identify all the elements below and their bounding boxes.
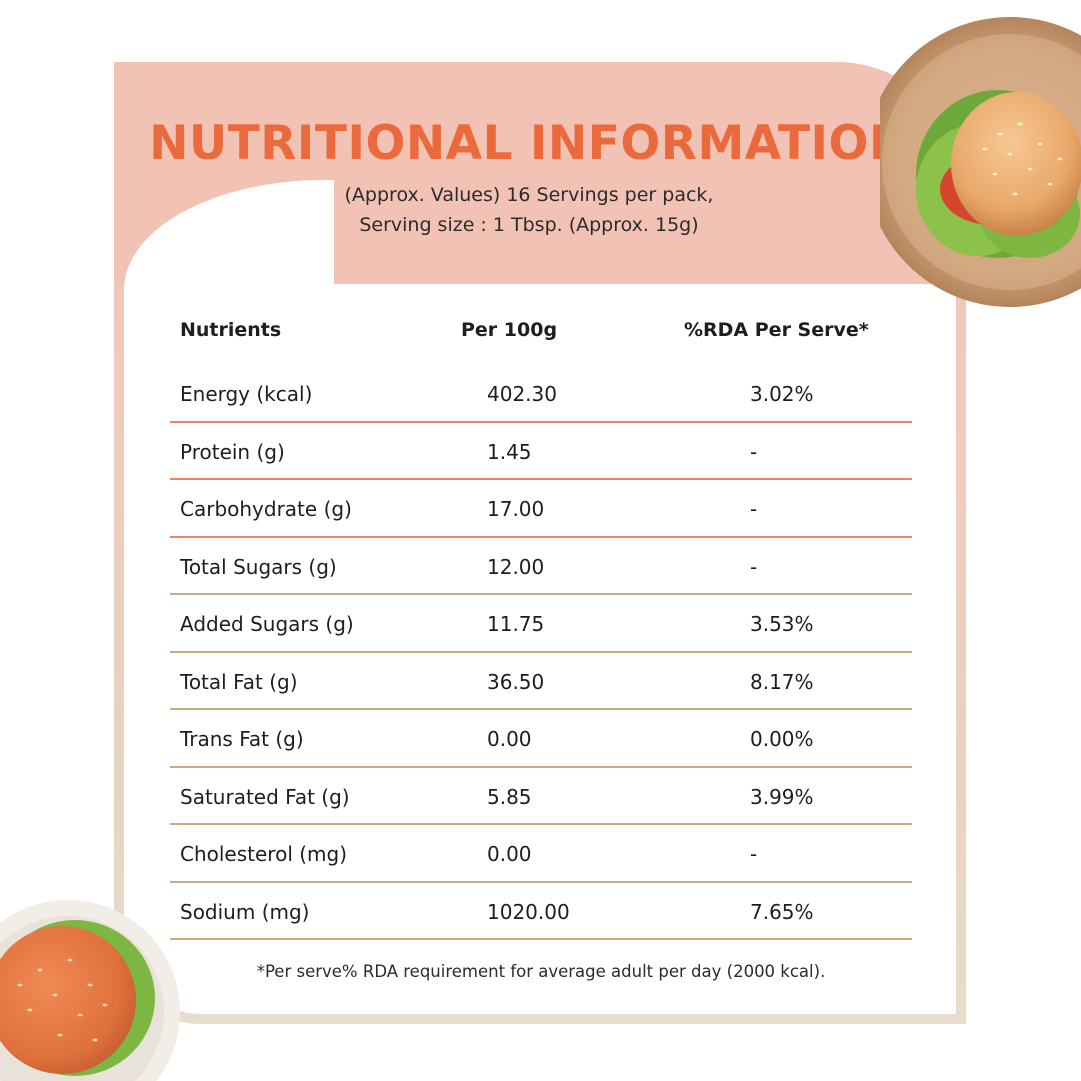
per-100g-value: 5.85	[487, 784, 532, 809]
table-row: Saturated Fat (g) 5.85 3.99%	[170, 768, 912, 825]
rda-value: -	[750, 497, 758, 521]
table-row: Protein (g) 1.45 -	[170, 423, 912, 480]
per-100g-value: 1020.00	[487, 899, 570, 924]
burger-on-wooden-plate-icon	[880, 17, 1081, 307]
table-row: Total Fat (g) 36.50 8.17%	[170, 653, 912, 710]
rda-value: 3.53%	[750, 612, 814, 636]
per-100g-value: 17.00	[487, 497, 545, 521]
nutrient-name: Carbohydrate (g)	[180, 497, 352, 521]
rda-value: -	[750, 554, 758, 579]
nutrient-name: Energy (kcal)	[180, 382, 313, 406]
rda-footnote: *Per serve% RDA requirement for average …	[256, 962, 826, 981]
column-header-nutrients: Nutrients	[180, 319, 282, 341]
nutrient-name: Total Sugars (g)	[180, 554, 337, 579]
per-100g-value: 0.00	[487, 842, 532, 866]
nutrient-name: Trans Fat (g)	[180, 727, 304, 751]
per-100g-value: 36.50	[487, 669, 545, 694]
table-row: Cholesterol (mg) 0.00 -	[170, 825, 912, 883]
rda-value: 3.02%	[750, 382, 814, 406]
nutrient-name: Sodium (mg)	[180, 899, 310, 924]
nutrient-name: Added Sugars (g)	[180, 612, 354, 636]
page-title: NUTRITIONAL INFORMATION	[149, 116, 909, 171]
nutrition-table: Nutrients Per 100g %RDA Per Serve* Energ…	[170, 305, 912, 940]
per-100g-value: 0.00	[487, 727, 532, 751]
table-row: Sodium (mg) 1020.00 7.65%	[170, 883, 912, 940]
rda-value: 0.00%	[750, 727, 814, 751]
column-header-per-100g: Per 100g	[461, 319, 558, 341]
rda-value: -	[750, 439, 758, 464]
per-100g-value: 1.45	[487, 439, 532, 464]
table-row: Total Sugars (g) 12.00 -	[170, 538, 912, 595]
nutrient-name: Saturated Fat (g)	[180, 784, 350, 809]
rda-value: -	[750, 842, 758, 866]
per-100g-value: 11.75	[487, 612, 545, 636]
table-header: Nutrients Per 100g %RDA Per Serve*	[170, 305, 912, 365]
burger-on-white-plate-icon	[0, 900, 180, 1081]
rda-value: 7.65%	[750, 899, 814, 924]
rda-value: 3.99%	[750, 784, 814, 809]
per-100g-value: 402.30	[487, 382, 557, 406]
table-row: Energy (kcal) 402.30 3.02%	[170, 365, 912, 423]
per-100g-value: 12.00	[487, 554, 545, 579]
table-row: Added Sugars (g) 11.75 3.53%	[170, 595, 912, 653]
rda-value: 8.17%	[750, 669, 814, 694]
serving-info: (Approx. Values) 16 Servings per pack, S…	[114, 180, 944, 240]
nutrient-name: Protein (g)	[180, 439, 285, 464]
serving-info-line-2: Serving size : 1 Tbsp. (Approx. 15g)	[359, 214, 699, 236]
serving-info-line-1: (Approx. Values) 16 Servings per pack,	[344, 184, 714, 206]
table-row: Carbohydrate (g) 17.00 -	[170, 480, 912, 538]
table-row: Trans Fat (g) 0.00 0.00%	[170, 710, 912, 768]
table-body: Energy (kcal) 402.30 3.02% Protein (g) 1.45 -…	[170, 365, 912, 940]
column-header-rda: %RDA Per Serve*	[684, 319, 869, 341]
nutrient-name: Total Fat (g)	[180, 669, 298, 694]
nutrient-name: Cholesterol (mg)	[180, 842, 348, 866]
